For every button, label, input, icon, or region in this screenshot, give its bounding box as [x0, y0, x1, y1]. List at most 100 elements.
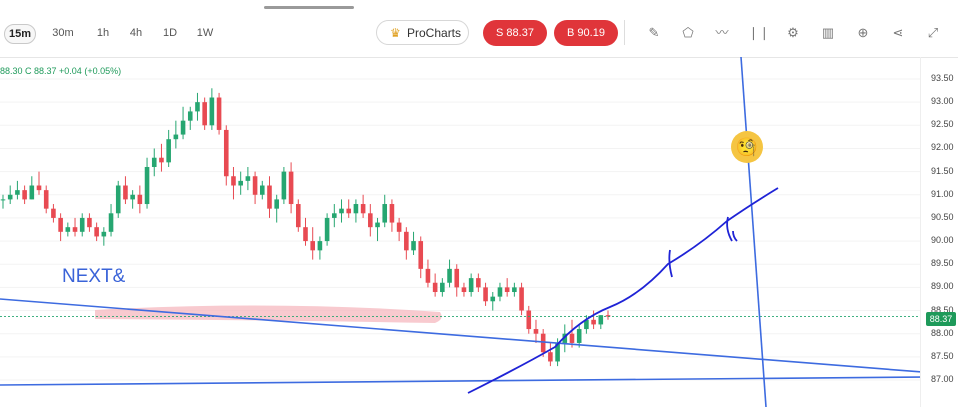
candle-body	[468, 278, 474, 293]
candle-body	[454, 268, 460, 288]
candle-body	[562, 333, 568, 343]
candle-body	[281, 171, 287, 200]
projection-tick	[726, 216, 733, 242]
price-tick-label: 92.50	[931, 119, 954, 130]
candle-body	[209, 97, 215, 126]
toolbar-divider	[624, 20, 625, 45]
current-price-tag: 88.37	[926, 312, 956, 326]
candle-body	[317, 241, 323, 251]
candle-body	[0, 199, 6, 201]
price-tick-label: 90.50	[931, 211, 954, 222]
price-tick-label: 91.00	[931, 188, 954, 199]
candle-style-icon[interactable]: ❘❘	[748, 25, 770, 40]
candle-body	[555, 342, 560, 362]
candle-body	[202, 102, 207, 126]
price-tick-label: 87.00	[931, 374, 954, 384]
candle-body	[223, 129, 229, 177]
gear-icon[interactable]: ⚙	[787, 25, 799, 40]
candle-body	[51, 208, 56, 218]
timeframe-1w[interactable]: 1W	[196, 27, 214, 39]
candle-body	[353, 204, 359, 214]
trendline-descending	[0, 298, 920, 373]
candle-body	[7, 194, 13, 200]
candle-body	[274, 199, 279, 209]
projection-tick	[732, 230, 738, 242]
candle-body	[130, 194, 135, 200]
candle-body	[295, 204, 301, 228]
candle-body	[418, 241, 424, 269]
price-tick-label: 87.50	[931, 350, 954, 361]
shapes-icon[interactable]: ⬠	[682, 25, 694, 40]
candle-body	[425, 268, 431, 283]
candle-body	[598, 315, 604, 325]
timeframe-1h[interactable]: 1h	[96, 27, 110, 39]
share-icon[interactable]: ⋖	[892, 25, 904, 40]
candle-body	[382, 204, 388, 223]
candle-body	[72, 227, 78, 232]
ohlc-readout: 88.30 C 88.37 +0.04 (+0.05%)	[0, 66, 122, 76]
candle-body	[58, 217, 63, 232]
procharts-label: ProCharts	[407, 26, 462, 40]
candle-body	[432, 282, 438, 293]
candle-body	[332, 213, 337, 218]
candle-body	[576, 329, 582, 343]
candle-body	[79, 217, 85, 232]
price-axis[interactable]: 93.50 93.00 92.50 92.00 91.50 91.00 90.50 90.00…	[920, 57, 958, 407]
pencil-icon[interactable]: ✎	[648, 25, 660, 40]
candle-body	[180, 120, 186, 135]
trendline-support	[0, 376, 920, 386]
crosshair-icon[interactable]: ⊕	[857, 25, 869, 40]
candle-body	[540, 333, 546, 353]
candle-body	[159, 157, 164, 163]
timeframe-4h[interactable]: 4h	[129, 27, 143, 39]
candle-body	[238, 180, 243, 186]
timeframe-1d[interactable]: 1D	[162, 27, 178, 39]
candle-body	[339, 208, 344, 214]
chart-toolbar: 15m 30m 1h 4h 1D 1W ♛ ProCharts S 88.37 …	[0, 0, 958, 58]
price-tick-label: 88.00	[931, 327, 954, 338]
price-tick-label: 93.50	[931, 73, 954, 83]
candle-body	[375, 222, 380, 228]
sell-button[interactable]: S 88.37	[483, 20, 547, 46]
procharts-button[interactable]: ♛ ProCharts	[376, 20, 469, 45]
scroll-indicator[interactable]	[264, 6, 354, 9]
candle-body	[101, 231, 107, 237]
candle-body	[461, 287, 467, 293]
price-tick-label: 91.50	[931, 165, 954, 176]
candle-body	[512, 287, 517, 293]
price-tick-label: 93.00	[931, 96, 954, 107]
buy-button[interactable]: B 90.19	[554, 20, 618, 46]
candle-body	[584, 319, 589, 330]
highlight-band	[95, 305, 442, 323]
indicator-icon[interactable]: 〰	[715, 25, 729, 40]
candle-body	[195, 102, 200, 112]
price-tick-label: 90.00	[931, 235, 954, 246]
candle-body	[87, 217, 92, 228]
candle-body	[368, 213, 373, 228]
candle-body	[519, 287, 524, 311]
candle-body	[36, 185, 42, 191]
timeframe-30m[interactable]: 30m	[52, 27, 74, 39]
candle-body	[108, 213, 114, 232]
candle-body	[123, 185, 128, 200]
candle-body	[216, 97, 222, 130]
price-tick-label: 92.00	[931, 142, 954, 153]
candle-body	[231, 176, 236, 186]
candle-body	[310, 241, 316, 251]
candle-body	[346, 208, 352, 214]
candle-body	[43, 190, 49, 209]
price-tick-label: 89.50	[931, 258, 954, 269]
timeframe-15m[interactable]: 15m	[4, 24, 36, 44]
candlestick-chart[interactable]	[0, 57, 920, 407]
candle-body	[245, 176, 251, 181]
candle-body	[497, 287, 503, 297]
candle-body	[591, 319, 596, 325]
candle-body	[404, 231, 409, 251]
trendline-vertical	[740, 57, 767, 407]
candle-body	[259, 185, 265, 195]
candle-body	[22, 190, 27, 200]
expand-icon[interactable]: ⤢	[927, 25, 939, 40]
candle-body	[504, 287, 510, 293]
candle-body	[137, 194, 143, 205]
bar-chart-icon[interactable]: ▥	[821, 25, 835, 40]
